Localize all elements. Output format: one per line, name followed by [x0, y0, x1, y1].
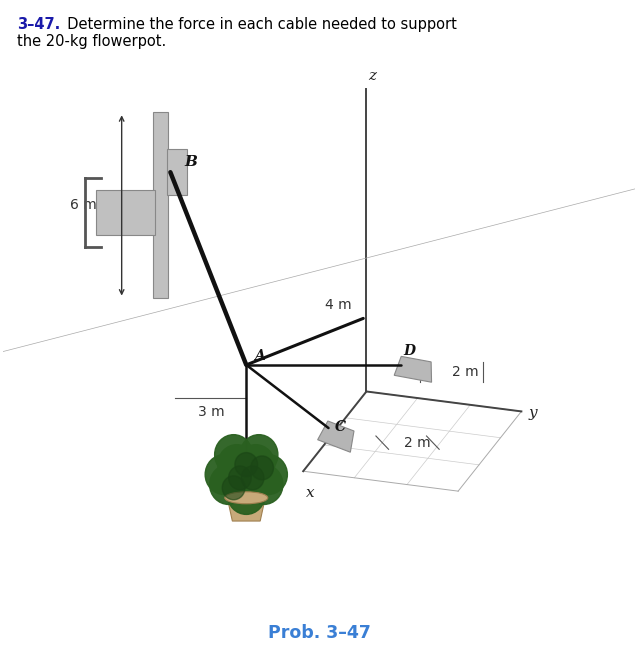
Circle shape — [245, 464, 283, 505]
Text: 3–47.: 3–47. — [17, 17, 60, 32]
Circle shape — [205, 455, 243, 494]
Text: 4 m: 4 m — [325, 297, 352, 312]
Text: y: y — [529, 407, 538, 420]
Text: 6 m: 6 m — [70, 198, 96, 212]
Text: Determine the force in each cable needed to support: Determine the force in each cable needed… — [59, 17, 457, 32]
Circle shape — [228, 466, 251, 490]
Text: B: B — [184, 155, 197, 169]
Circle shape — [237, 445, 275, 484]
Polygon shape — [318, 421, 354, 452]
Circle shape — [249, 455, 287, 494]
Polygon shape — [227, 498, 265, 521]
Circle shape — [227, 455, 265, 494]
Polygon shape — [394, 356, 431, 382]
Circle shape — [214, 435, 253, 474]
Ellipse shape — [225, 492, 268, 504]
Text: the 20-kg flowerpot.: the 20-kg flowerpot. — [17, 34, 166, 49]
Circle shape — [251, 456, 274, 480]
Text: 3 m: 3 m — [198, 405, 224, 419]
Circle shape — [240, 435, 278, 474]
Polygon shape — [153, 113, 168, 298]
Circle shape — [235, 453, 258, 476]
Circle shape — [241, 466, 264, 490]
Polygon shape — [96, 190, 154, 235]
Text: 2 m: 2 m — [452, 364, 478, 379]
Text: D: D — [403, 344, 415, 358]
Text: 2 m: 2 m — [404, 436, 431, 450]
Text: x: x — [306, 486, 315, 500]
Text: z: z — [368, 68, 376, 82]
Circle shape — [222, 476, 245, 500]
Polygon shape — [167, 149, 187, 196]
Circle shape — [210, 464, 248, 505]
Circle shape — [227, 474, 265, 515]
Circle shape — [218, 445, 256, 484]
Text: C: C — [335, 420, 346, 434]
Text: Prob. 3–47: Prob. 3–47 — [267, 624, 371, 642]
Text: A: A — [254, 348, 265, 362]
